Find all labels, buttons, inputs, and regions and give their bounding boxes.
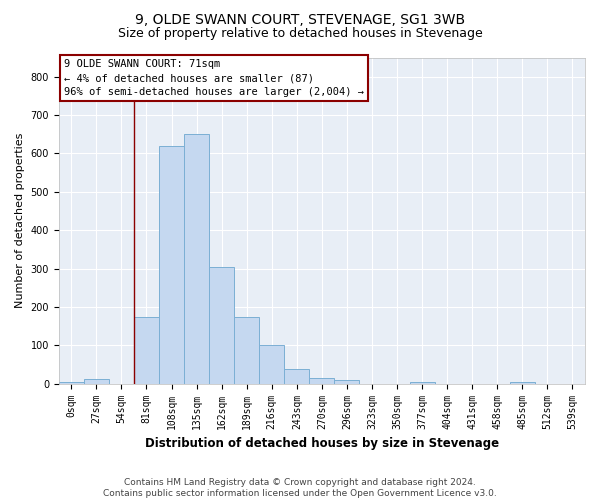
Bar [184, 134, 209, 384]
Bar [234, 316, 259, 384]
Bar [284, 369, 310, 384]
Text: Size of property relative to detached houses in Stevenage: Size of property relative to detached ho… [118, 28, 482, 40]
Bar [410, 382, 434, 384]
Bar [510, 382, 535, 384]
Bar [84, 378, 109, 384]
Text: 9, OLDE SWANN COURT, STEVENAGE, SG1 3WB: 9, OLDE SWANN COURT, STEVENAGE, SG1 3WB [135, 12, 465, 26]
Text: 9 OLDE SWANN COURT: 71sqm
← 4% of detached houses are smaller (87)
96% of semi-d: 9 OLDE SWANN COURT: 71sqm ← 4% of detach… [64, 59, 364, 97]
Bar [59, 382, 84, 384]
Bar [159, 146, 184, 384]
Bar [209, 266, 234, 384]
Bar [259, 346, 284, 384]
Bar [334, 380, 359, 384]
Y-axis label: Number of detached properties: Number of detached properties [15, 133, 25, 308]
Bar [310, 378, 334, 384]
Text: Contains HM Land Registry data © Crown copyright and database right 2024.
Contai: Contains HM Land Registry data © Crown c… [103, 478, 497, 498]
Bar [134, 316, 159, 384]
X-axis label: Distribution of detached houses by size in Stevenage: Distribution of detached houses by size … [145, 437, 499, 450]
